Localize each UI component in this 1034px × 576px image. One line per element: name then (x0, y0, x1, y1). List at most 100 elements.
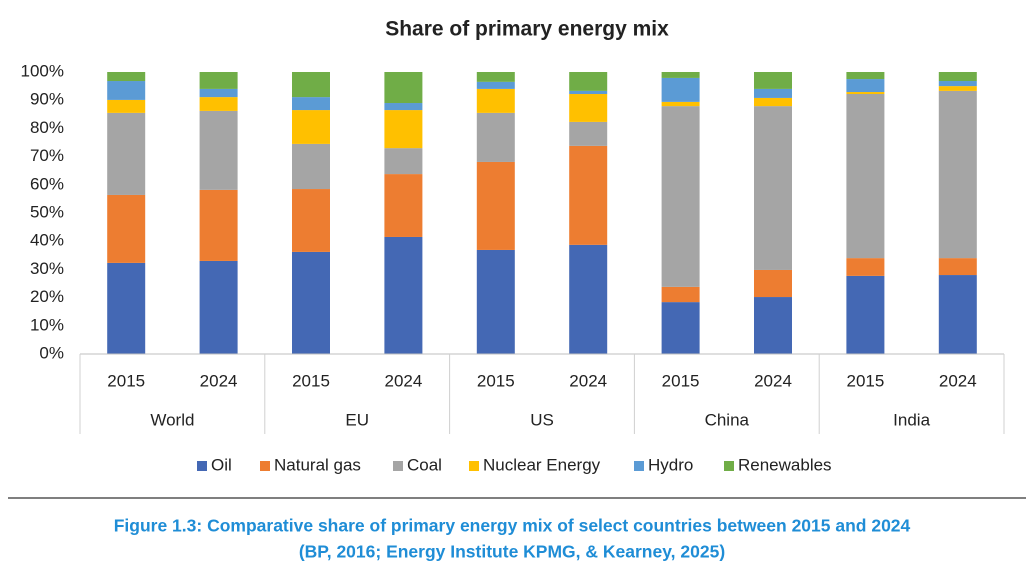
y-tick-label: 60% (30, 174, 64, 193)
bar-segment (754, 97, 792, 107)
bar-segment (476, 81, 515, 89)
bar-segment (476, 249, 515, 354)
bar-segment (569, 93, 608, 122)
bar-segment (476, 72, 515, 82)
bar-segment (384, 148, 423, 175)
bar-segment (846, 79, 885, 93)
bar-segment (661, 77, 700, 102)
group-label: EU (345, 410, 369, 429)
bar-segment (199, 189, 238, 261)
y-tick-label: 80% (30, 118, 64, 137)
x-tick-label: 2024 (200, 371, 238, 390)
bar-segment (476, 112, 515, 162)
caption: Figure 1.3: Comparative share of primary… (114, 516, 911, 536)
group-label: China (705, 410, 750, 429)
bar-segment (107, 99, 146, 113)
y-tick-label: 90% (30, 90, 64, 109)
legend-swatch (393, 461, 403, 471)
legend-swatch (469, 461, 479, 471)
x-tick-label: 2015 (662, 371, 700, 390)
bar-segment (107, 194, 146, 263)
bar-segment (846, 275, 885, 354)
bar-segment (199, 72, 238, 89)
bar-segment (384, 72, 423, 104)
bar-segment (292, 110, 330, 144)
bar-segment (569, 90, 608, 94)
bar-segment (107, 262, 146, 354)
legend-label: Renewables (738, 455, 832, 474)
bar-segment (938, 72, 977, 82)
y-tick-label: 100% (21, 61, 64, 80)
x-tick-label: 2015 (107, 371, 145, 390)
y-tick-label: 40% (30, 231, 64, 250)
legend-label: Natural gas (274, 455, 361, 474)
legend-label: Coal (407, 455, 442, 474)
bar-segment (846, 258, 885, 276)
bar-segment (292, 97, 330, 111)
legend-swatch (260, 461, 270, 471)
bar-segment (846, 92, 885, 94)
bar-segment (661, 302, 700, 354)
x-tick-label: 2024 (569, 371, 607, 390)
bar-segment (661, 286, 700, 303)
y-tick-label: 50% (30, 202, 64, 221)
bar-segment (199, 97, 238, 111)
bar-segment (569, 121, 608, 146)
caption: (BP, 2016; Energy Institute KPMG, & Kear… (299, 542, 725, 562)
x-tick-label: 2024 (939, 371, 977, 390)
y-tick-label: 20% (30, 287, 64, 306)
bar-segment (569, 145, 608, 245)
bar-segment (754, 269, 792, 298)
bar-segment (292, 251, 330, 354)
group-label: World (150, 410, 194, 429)
legend-label: Nuclear Energy (483, 455, 601, 474)
bar-segment (938, 81, 977, 87)
legend-swatch (724, 461, 734, 471)
bar-segment (938, 275, 977, 354)
bar-segment (661, 101, 700, 107)
bar-segment (754, 106, 792, 270)
bar-segment (569, 244, 608, 354)
bar-segment (661, 72, 700, 78)
x-tick-label: 2015 (292, 371, 330, 390)
bar-segment (384, 174, 423, 237)
bar-segment (846, 72, 885, 80)
bar-segment (938, 90, 977, 259)
x-tick-label: 2024 (384, 371, 422, 390)
bar-segment (569, 72, 608, 91)
x-tick-label: 2024 (754, 371, 792, 390)
bar-segment (476, 161, 515, 250)
bar-segment (199, 260, 238, 354)
bar-segment (938, 86, 977, 91)
legend-label: Hydro (648, 455, 693, 474)
bar-segment (199, 88, 238, 98)
bar-segment (292, 189, 330, 252)
bar-segment (199, 110, 238, 190)
legend-swatch (197, 461, 207, 471)
legend-label: Oil (211, 455, 232, 474)
x-tick-label: 2015 (846, 371, 884, 390)
bar-segment (384, 110, 423, 149)
bar-segment (107, 112, 146, 195)
y-tick-label: 0% (39, 343, 64, 362)
bar-segment (107, 81, 146, 100)
bar-segment (107, 72, 146, 82)
x-tick-label: 2015 (477, 371, 515, 390)
bar-segment (476, 88, 515, 113)
bar-segment (384, 236, 423, 354)
group-label: India (893, 410, 930, 429)
bar-segment (292, 143, 330, 190)
bar-segment (384, 103, 423, 111)
bar-segment (754, 297, 792, 354)
y-tick-label: 10% (30, 315, 64, 334)
y-tick-label: 70% (30, 146, 64, 165)
legend-swatch (634, 461, 644, 471)
bar-segment (292, 72, 330, 98)
y-tick-label: 30% (30, 259, 64, 278)
chart-title: Share of primary energy mix (385, 18, 669, 41)
bar-segment (661, 106, 700, 287)
bar-segment (846, 93, 885, 259)
bar-segment (938, 258, 977, 276)
group-label: US (530, 410, 554, 429)
